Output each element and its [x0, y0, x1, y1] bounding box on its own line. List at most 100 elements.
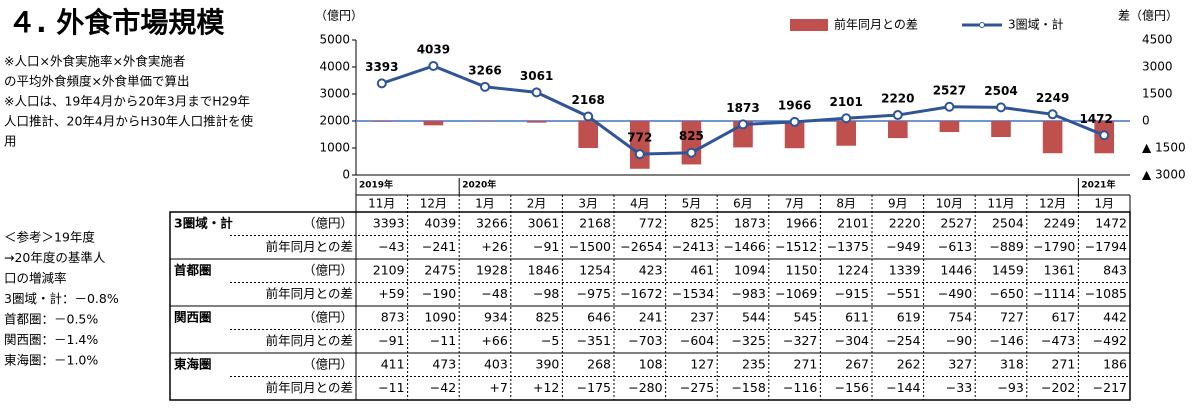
cell: −91 — [533, 239, 559, 254]
point — [996, 102, 1006, 113]
data-label: 3266 — [468, 63, 501, 77]
cell: 772 — [639, 215, 663, 230]
cell: −327 — [783, 333, 817, 348]
data-label: 2220 — [881, 92, 914, 106]
cell: −2413 — [672, 239, 714, 254]
cell: 271 — [794, 356, 818, 371]
cell: 473 — [432, 356, 456, 371]
point — [1047, 109, 1058, 120]
row-label: 東海圏 — [174, 356, 212, 371]
cell: −202 — [1041, 380, 1075, 395]
cell: 1339 — [889, 262, 921, 277]
cell: −975 — [577, 286, 611, 301]
cell: 1928 — [476, 262, 508, 277]
cell: 1150 — [786, 262, 818, 277]
cell: 403 — [484, 356, 508, 371]
bar — [939, 121, 960, 133]
x-tick-label: 11月 — [987, 197, 1014, 211]
x-tick-label: 12月 — [1039, 197, 1066, 211]
point — [1099, 130, 1110, 141]
y2-tick-label: 1500 — [1142, 87, 1173, 101]
cell: 544 — [742, 309, 766, 324]
cell: −48 — [481, 286, 507, 301]
year-label: 2019年 — [359, 179, 393, 191]
y2-tick-label: 0 — [1142, 114, 1150, 128]
cell: 1090 — [424, 309, 456, 324]
bar — [578, 121, 599, 148]
y-tick-label: 1000 — [319, 141, 350, 155]
cell: −492 — [1093, 333, 1127, 348]
x-tick-label: 4月 — [630, 197, 650, 211]
cell: −42 — [430, 380, 456, 395]
cell: 1254 — [579, 262, 611, 277]
cell: 3393 — [373, 215, 405, 230]
cell: 411 — [381, 356, 405, 371]
cell: 2475 — [424, 262, 456, 277]
point — [583, 111, 594, 122]
cell: −613 — [938, 239, 972, 254]
cell: 108 — [639, 356, 663, 371]
cell: 241 — [639, 309, 663, 324]
cell: −241 — [422, 239, 456, 254]
point — [892, 110, 903, 121]
cell: 1446 — [940, 262, 972, 277]
cell: −280 — [628, 380, 662, 395]
x-tick-label: 8月 — [836, 197, 856, 211]
reference: 関西圏：－1.4% — [4, 332, 98, 347]
y2-axis-title: 差（億円） — [1118, 9, 1178, 23]
bar — [423, 121, 444, 126]
data-label: 4039 — [417, 42, 450, 56]
y2-tick-label: 3000 — [1142, 60, 1173, 74]
cell: 1966 — [786, 215, 818, 230]
point — [428, 60, 439, 71]
y-tick-label: 0 — [342, 168, 350, 182]
cell: 235 — [742, 356, 766, 371]
reference: 口の増減率 — [4, 271, 67, 286]
point — [789, 116, 800, 127]
y-tick-label: 3000 — [319, 87, 350, 101]
cell: 825 — [690, 215, 714, 230]
cell: 2101 — [837, 215, 869, 230]
cell: −158 — [731, 380, 765, 395]
cell: −1512 — [775, 239, 817, 254]
cell: 2109 — [373, 262, 405, 277]
row-label: 関西圏 — [174, 309, 212, 324]
cell: 2220 — [889, 215, 921, 230]
cell: 390 — [536, 356, 560, 371]
cell: −175 — [577, 380, 611, 395]
legend-swatch — [790, 19, 828, 31]
note: 人口推計、20年4月からH30年人口推計を使 — [4, 114, 254, 129]
row-label: 3圏域・計 — [174, 215, 233, 230]
cell: 1224 — [837, 262, 869, 277]
cell: 2504 — [992, 215, 1024, 230]
x-tick-label: 2月 — [527, 197, 547, 211]
cell: −983 — [731, 286, 765, 301]
bar — [371, 121, 392, 122]
cell: 1472 — [1095, 215, 1127, 230]
cell: 237 — [690, 309, 714, 324]
cell: −604 — [680, 333, 714, 348]
point — [376, 78, 387, 89]
data-label: 2168 — [571, 93, 604, 107]
data-label: 825 — [679, 129, 704, 143]
x-tick-label: 9月 — [888, 197, 908, 211]
cell: −351 — [577, 333, 611, 348]
cell: 318 — [1000, 356, 1024, 371]
cell: −146 — [989, 333, 1023, 348]
reference: 首都圏：－0.5% — [4, 312, 98, 327]
row-label: 前年同月との差 — [266, 380, 353, 395]
x-tick-label: 12月 — [420, 197, 447, 211]
cell: −98 — [533, 286, 559, 301]
cell: −43 — [378, 239, 404, 254]
cell: +12 — [533, 380, 559, 395]
cell: +66 — [481, 333, 507, 348]
y-tick-label: 4000 — [319, 60, 350, 74]
cell: 2527 — [940, 215, 972, 230]
point — [480, 81, 490, 92]
cell: −93 — [997, 380, 1023, 395]
cell: 268 — [587, 356, 611, 371]
x-tick-label: 7月 — [785, 197, 805, 211]
data-label: 2504 — [984, 84, 1017, 98]
y-tick-label: 5000 — [319, 33, 350, 47]
